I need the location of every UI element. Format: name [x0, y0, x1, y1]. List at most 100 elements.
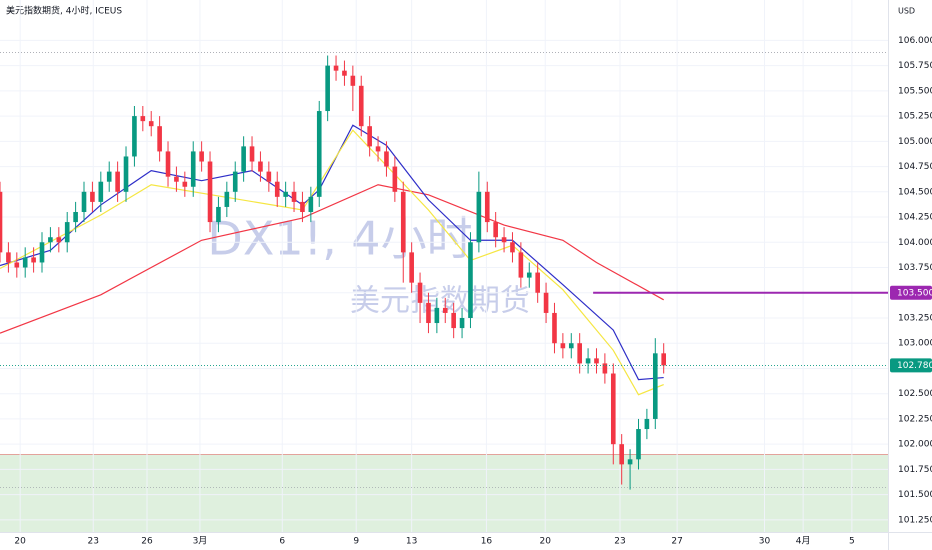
candle-body — [560, 343, 566, 349]
candle-body — [207, 161, 213, 223]
candle-body — [409, 252, 414, 283]
currency: USD — [898, 7, 915, 16]
x-tick-label: 20 — [540, 537, 552, 547]
candle-body — [39, 242, 45, 263]
candle-body — [308, 196, 314, 212]
candle-body — [232, 171, 238, 192]
moving-average — [0, 129, 664, 396]
x-tick-label: 4月 — [796, 536, 811, 547]
candle-body — [568, 343, 574, 349]
candle-body — [123, 156, 129, 192]
chart-title: 美元指数期货, 4小时, ICEUS — [6, 5, 122, 17]
candle-body — [6, 252, 11, 263]
x-tick-label: 20 — [14, 537, 26, 547]
x-tick-label: 16 — [481, 537, 493, 547]
candle-body — [190, 151, 196, 187]
candle-body — [342, 70, 347, 76]
candle-body — [510, 242, 515, 253]
level-tag — [890, 358, 932, 373]
candle-body — [56, 237, 62, 243]
x-tick-label: 30 — [759, 537, 771, 547]
candle-body — [140, 116, 146, 122]
candle-body — [652, 353, 658, 419]
candle-body — [64, 222, 70, 243]
candle-body — [384, 151, 389, 167]
x-tick-label: 5 — [849, 537, 855, 547]
candle-body — [333, 65, 339, 71]
candle-body — [106, 171, 112, 182]
x-tick-label: 6 — [279, 537, 285, 547]
y-tick-label: 105.250 — [898, 112, 932, 122]
candle-body — [610, 373, 616, 445]
y-tick-label: 102.500 — [898, 389, 932, 399]
candle-body — [0, 191, 3, 253]
candle-body — [81, 191, 87, 212]
candle-body — [350, 75, 356, 86]
y-tick-label: 104.750 — [898, 162, 932, 172]
x-tick-label: 23 — [614, 537, 625, 547]
candle-body — [165, 151, 171, 177]
x-tick-label: 26 — [141, 537, 153, 547]
candle-body — [182, 181, 188, 187]
candle-body — [585, 358, 591, 364]
candle-body — [358, 85, 364, 127]
candle-body — [636, 429, 641, 460]
watermark-name: 美元指数期货 — [350, 284, 530, 319]
y-tick-label: 105.500 — [898, 86, 932, 96]
candle-body — [258, 161, 263, 172]
y-tick-label: 102.250 — [898, 414, 932, 424]
y-tick-label: 104.500 — [898, 187, 932, 197]
y-tick-label: 104.250 — [898, 213, 932, 223]
candle-body — [451, 312, 456, 329]
candle-body — [400, 191, 406, 253]
candle-body — [627, 459, 633, 465]
candle-body — [249, 146, 255, 162]
candle-body — [48, 237, 53, 243]
y-tick-label: 101.500 — [898, 490, 932, 500]
x-tick-label: 13 — [406, 537, 417, 547]
candle-body — [661, 353, 666, 366]
candle-body — [316, 111, 322, 197]
y-tick-label: 104.000 — [898, 238, 932, 248]
candle-body — [552, 312, 557, 344]
x-tick-label: 9 — [353, 537, 359, 547]
candle-body — [535, 272, 540, 293]
y-tick-label: 101.750 — [898, 465, 932, 475]
candle-body — [577, 343, 582, 364]
y-tick-label: 103.750 — [898, 263, 932, 273]
candle-body — [148, 121, 154, 127]
candle-body — [199, 151, 204, 162]
candle-body — [526, 272, 532, 278]
candle-body — [224, 191, 230, 207]
level-tag — [890, 285, 932, 300]
candle-body — [459, 317, 465, 329]
candle-body — [442, 307, 448, 313]
candle-body — [468, 242, 473, 318]
candle-body — [22, 257, 28, 268]
candle-body — [31, 257, 36, 263]
candle-body — [174, 176, 179, 182]
candle-body — [375, 146, 381, 152]
candle-body — [14, 262, 20, 268]
candle-body — [274, 181, 280, 197]
candle-body — [392, 166, 398, 192]
candle-body — [543, 292, 549, 313]
candle-body — [216, 206, 221, 223]
candle-body — [157, 126, 162, 152]
y-tick-label: 105.000 — [898, 137, 932, 147]
candle-body — [132, 116, 137, 157]
candle-body — [619, 444, 624, 465]
candle-body — [644, 418, 650, 430]
candle-body — [115, 171, 120, 192]
x-tick-label: 23 — [88, 537, 99, 547]
y-tick-label: 103.000 — [898, 339, 932, 349]
x-tick-label: 27 — [671, 537, 682, 547]
candle-body — [518, 252, 524, 278]
candle-body — [90, 191, 95, 202]
candle-body — [367, 126, 372, 147]
candle-body — [493, 222, 498, 238]
watermark-symbol: DX1!, 4小时 — [207, 212, 472, 266]
candle-body — [434, 307, 440, 324]
candle-body — [484, 191, 490, 223]
candle-body — [98, 181, 104, 202]
